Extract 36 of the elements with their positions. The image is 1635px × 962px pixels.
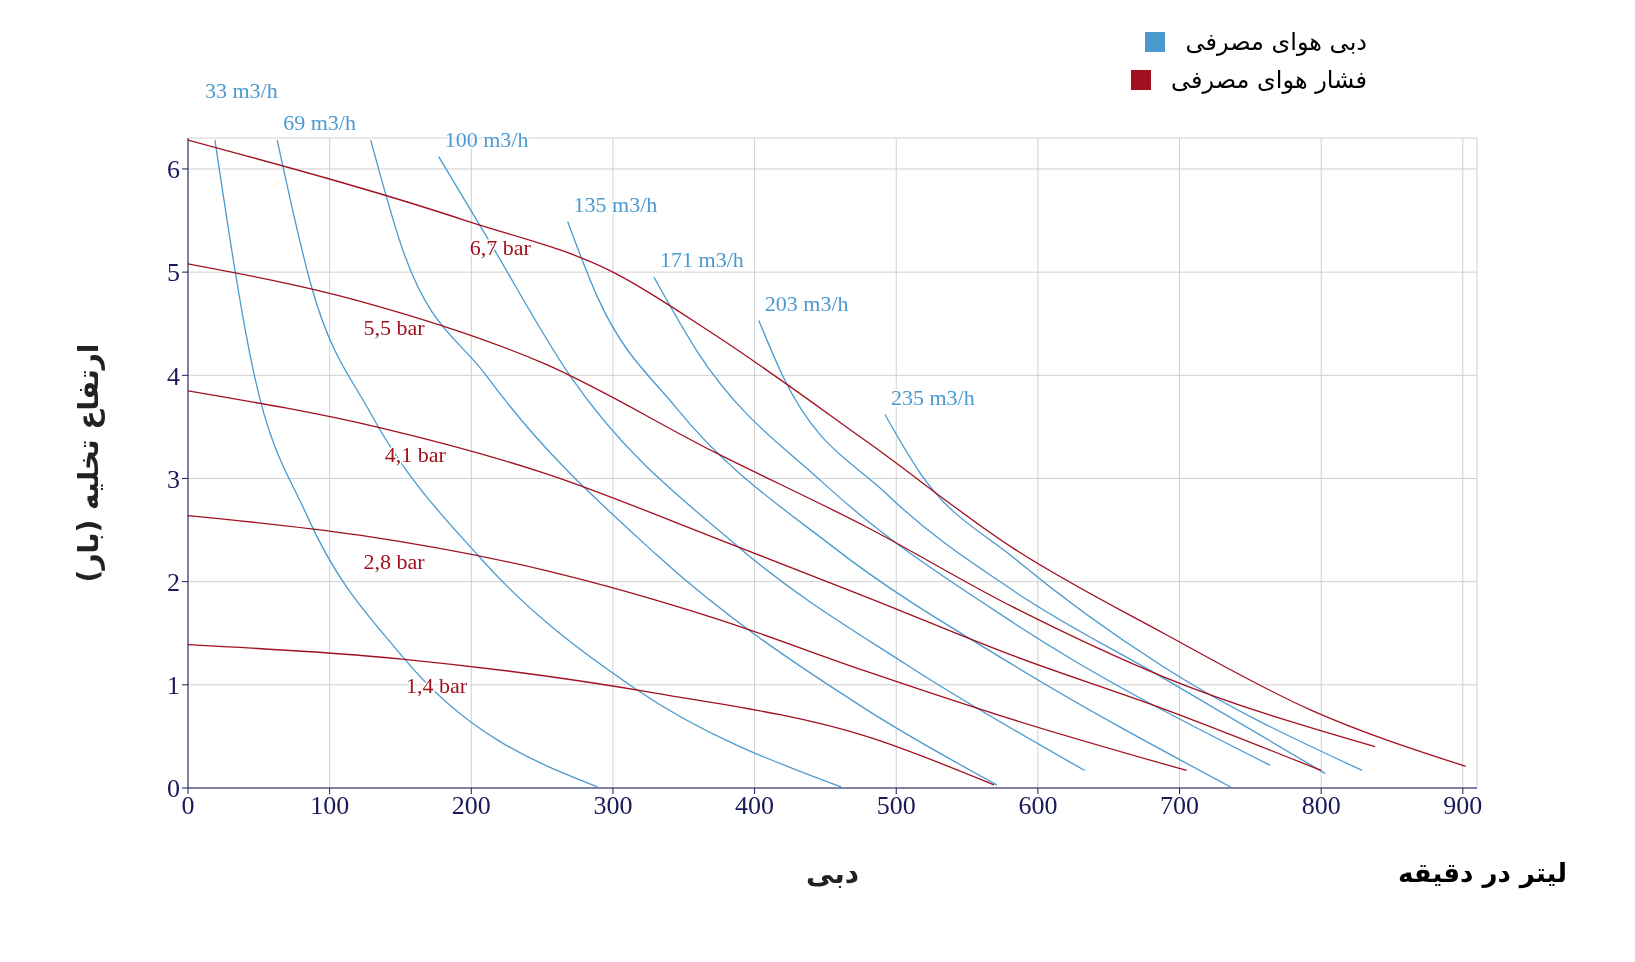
y-axis-title: ارتفاع تخلیه (بار) [71, 343, 105, 583]
x-axis-title: دبی [805, 857, 860, 890]
y-tick-label: 2 [167, 567, 180, 597]
text: دبی هوای مصرفی [1185, 28, 1367, 56]
series-label: 100 m3/h [444, 126, 529, 152]
y-tick-label: 5 [167, 258, 180, 288]
x-tick-label: 100 [310, 791, 350, 821]
x-tick-label: 200 [451, 791, 491, 821]
series-label: 135 m3/h [573, 191, 658, 217]
series-label: 203 m3/h [764, 290, 849, 316]
series-label: 33 m3/h [204, 78, 278, 104]
line-series [653, 276, 1271, 766]
line-series [188, 390, 1322, 772]
y-tick-label: 1 [167, 671, 180, 701]
series-label: 5,5 bar [363, 315, 426, 341]
x-tick-label: 500 [876, 791, 916, 821]
line-series [188, 514, 1188, 772]
series-label: 69 m3/h [283, 110, 356, 136]
x-tick-label: 400 [735, 791, 775, 821]
text: لیتر در دقیقه [1397, 858, 1567, 888]
line-series [566, 220, 1232, 788]
x-tick-label: 800 [1301, 791, 1341, 821]
y-tick-label: 3 [167, 464, 180, 494]
x-tick-label: 300 [593, 791, 633, 821]
series-label: 235 m3/h [890, 384, 975, 410]
line-series [758, 319, 1327, 775]
x-tick-label: 700 [1160, 791, 1200, 821]
y-tick-label: 4 [167, 361, 180, 391]
x-tick-label: 900 [1443, 791, 1483, 821]
y-tick-label: 6 [167, 155, 180, 185]
x-tick-label: 600 [1018, 791, 1058, 821]
line-series [884, 413, 1363, 772]
text: فشار هوای مصرفی [1171, 66, 1367, 94]
line-series [188, 643, 995, 786]
series-label: 171 m3/h [660, 247, 744, 273]
series-label: 2,8 bar [363, 549, 426, 575]
